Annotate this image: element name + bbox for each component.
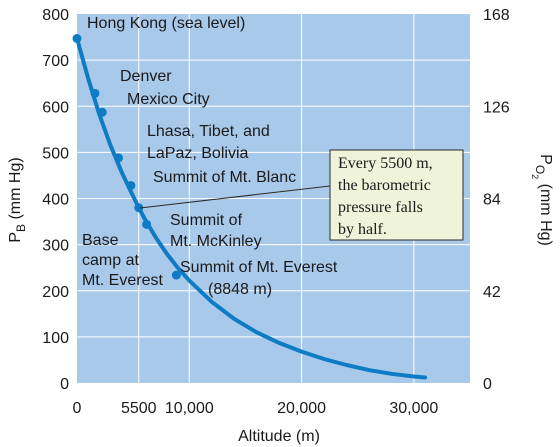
label-lhasa-line1: Lhasa, Tibet, and <box>147 123 270 140</box>
callout-line-2: the barometric <box>338 177 431 194</box>
callout-line-3: pressure falls <box>338 199 423 216</box>
left-axis-title-rest: (mm Hg) <box>7 157 24 224</box>
label-denver: Denver <box>120 68 172 85</box>
label-base-camp-line2: camp at <box>82 252 139 269</box>
label-mckinley-line1: Summit of <box>170 212 243 229</box>
right-axis: 0 42 84 126 168 <box>483 7 510 393</box>
left-axis: 0 100 200 300 400 500 600 700 800 <box>42 7 69 393</box>
left-tick-label-6: 600 <box>42 99 69 116</box>
label-mexico-city: Mexico City <box>127 91 210 108</box>
label-everest: Summit of Mt. Everest (8848 m) <box>180 259 342 298</box>
x-tick-label-1: 5500 <box>121 400 157 417</box>
x-tick-label-3: 20,000 <box>277 400 326 417</box>
right-axis-title-main: P <box>537 154 554 165</box>
point-labels: Hong Kong (sea level) Denver Mexico City… <box>82 15 342 298</box>
label-base-camp-line1: Base <box>82 232 119 249</box>
left-tick-label-8: 800 <box>42 7 69 24</box>
label-everest-line1: Summit of Mt. Everest <box>180 259 338 276</box>
right-tick-label-4: 168 <box>483 7 510 24</box>
right-tick-label-3: 126 <box>483 99 510 116</box>
callout-box <box>329 149 464 241</box>
right-axis-title-subsub: 2 <box>530 174 540 179</box>
left-tick-label-0: 0 <box>60 376 69 393</box>
left-axis-title-main: P <box>7 232 24 243</box>
label-everest-line2: (8848 m) <box>208 281 272 298</box>
right-tick-label-0: 0 <box>483 376 492 393</box>
x-axis: 0 5500 10,000 20,000 30,000 <box>73 400 439 417</box>
callout-leader <box>139 185 331 209</box>
data-point-3 <box>114 153 124 163</box>
label-base-camp: Base camp at Mt. Everest <box>82 232 163 289</box>
label-hong-kong: Hong Kong (sea level) <box>87 15 245 32</box>
label-mckinley-line2: Mt. McKinley <box>170 233 262 250</box>
right-axis-title: PO2 (mm Hg) <box>530 154 554 246</box>
pressure-curve <box>75 36 428 380</box>
x-tick-label-2: 10,000 <box>165 400 214 417</box>
left-tick-label-1: 100 <box>42 330 69 347</box>
left-tick-label-3: 300 <box>42 238 69 255</box>
data-point-5 <box>134 203 144 213</box>
data-point-1 <box>90 88 100 98</box>
x-axis-title: Altitude (m) <box>238 428 320 445</box>
left-axis-title: PB (mm Hg) <box>7 157 28 242</box>
label-lhasa-line2: LaPaz, Bolivia <box>147 145 248 162</box>
left-tick-label-4: 400 <box>42 192 69 209</box>
data-point-2 <box>97 107 107 117</box>
data-points <box>72 33 181 280</box>
right-axis-title-sub: O <box>533 165 547 174</box>
right-tick-label-1: 42 <box>483 284 501 301</box>
x-tick-label-4: 30,000 <box>389 400 438 417</box>
annotation-callout: Every 5500 m, the barometric pressure fa… <box>139 149 464 241</box>
label-lhasa: Lhasa, Tibet, and LaPaz, Bolivia <box>147 123 274 162</box>
left-axis-title-sub: B <box>14 224 28 232</box>
label-mckinley: Summit of Mt. McKinley <box>170 212 262 250</box>
data-point-0 <box>72 33 82 43</box>
callout-line-1: Every 5500 m, <box>338 155 433 172</box>
right-tick-label-2: 84 <box>483 192 501 209</box>
x-tick-label-0: 0 <box>73 400 82 417</box>
data-point-7 <box>171 270 181 280</box>
data-point-6 <box>142 219 152 229</box>
right-axis-title-rest: (mm Hg) <box>537 179 554 246</box>
label-mt-blanc: Summit of Mt. Blanc <box>153 169 296 186</box>
left-tick-label-5: 500 <box>42 145 69 162</box>
callout-line-4: by half. <box>338 221 387 238</box>
label-base-camp-line3: Mt. Everest <box>82 272 163 289</box>
left-tick-label-2: 200 <box>42 284 69 301</box>
data-point-4 <box>126 181 136 191</box>
left-tick-label-7: 700 <box>42 53 69 70</box>
